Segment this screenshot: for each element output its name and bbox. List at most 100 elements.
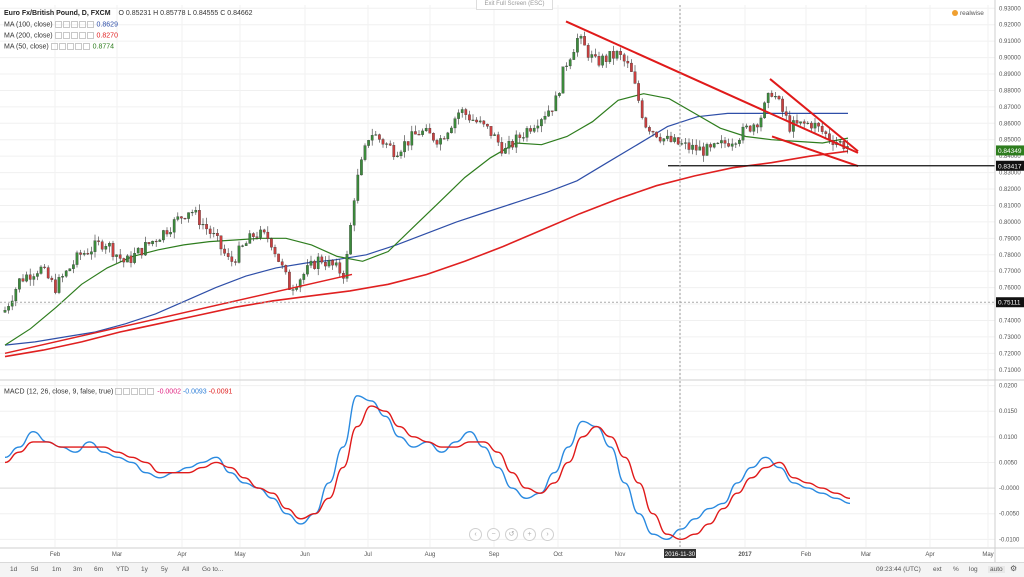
candle-body [327,259,331,267]
candle [212,227,216,238]
indicator-ma50[interactable]: MA (50, close) 0.8774 [4,42,114,51]
candle [385,142,388,149]
price-label: 0.83417 [998,163,1022,170]
auto-toggle[interactable]: auto [988,566,1005,573]
macd-legend[interactable]: MACD (12, 26, close, 9, false, true) -0.… [4,387,232,396]
candle [273,244,277,258]
candle-body [561,66,565,94]
candle [414,125,417,135]
candle [388,140,392,146]
candle-body [46,267,50,279]
candle [795,114,799,125]
candle-body [507,141,511,149]
range-6m[interactable]: 6m [94,566,104,573]
candle-body [673,137,676,142]
percent-toggle[interactable]: % [953,566,959,573]
range-3m[interactable]: 3m [73,566,83,573]
candle-body [108,243,111,247]
scroll-right-icon[interactable]: › [541,528,554,541]
candle [604,53,608,68]
log-toggle[interactable]: log [969,566,978,573]
range-1d[interactable]: 1d [10,566,18,573]
candle-body [777,96,781,100]
reset-icon[interactable]: ↺ [505,528,518,541]
candle-body [572,52,576,60]
candle-body [205,223,208,230]
scroll-left-icon[interactable]: ‹ [469,528,482,541]
candle-body [93,240,97,252]
settings-gear-icon[interactable]: ⚙ [1010,564,1018,573]
candle [716,142,720,145]
candle [363,143,367,162]
candle [489,126,493,139]
candle-body [619,51,622,55]
candle-body [306,265,309,275]
indicator-controls-icon[interactable] [50,42,91,51]
price-tick-label: 0.92000 [999,23,1021,29]
price-tick-label: 0.71000 [999,368,1021,374]
indicator-label: MA (200, close) [4,32,53,40]
candle-body [385,143,388,145]
candle [525,126,529,142]
ext-toggle[interactable]: ext [933,566,942,573]
candle [529,125,532,134]
candle-body [496,134,500,143]
range-5d[interactable]: 5d [31,566,39,573]
candle-body [712,143,716,148]
candle-body [334,262,338,266]
candle [687,138,691,154]
candle [270,237,273,251]
range-1y[interactable]: 1y [141,566,148,573]
candle [734,142,738,148]
candle-body [478,120,482,123]
zoom-out-icon[interactable]: − [487,528,500,541]
time-tick-label: Feb [50,552,61,558]
time-tick-label: Jul [364,552,372,558]
range-all[interactable]: All [182,566,190,573]
candle-body [457,112,460,119]
range-5y[interactable]: 5y [161,566,168,573]
candle-body [360,159,363,176]
candle [766,92,770,109]
exit-fullscreen-button[interactable]: Exit Full Screen (ESC) [476,0,553,10]
candle-body [43,266,46,268]
candle-body [90,251,93,255]
candle-body [799,121,802,124]
candle [194,206,198,215]
price-label-box [996,297,1024,308]
candle-body [518,134,522,138]
range-1m[interactable]: 1m [52,566,62,573]
indicator-controls-icon[interactable] [115,387,155,396]
candle-body [558,93,561,96]
range-ytd[interactable]: YTD [116,566,129,573]
candle-body [759,117,763,128]
candle-body [392,145,396,158]
zoom-in-icon[interactable]: + [523,528,536,541]
candle-body [151,240,154,245]
candle [169,227,172,238]
indicator-ma100[interactable]: MA (100, close) 0.8629 [4,20,118,29]
candle [738,138,741,147]
ma100-line [4,112,848,346]
candle [511,139,514,150]
indicator-controls-icon[interactable] [54,31,95,40]
candle-body [745,125,748,128]
candle-body [316,256,320,269]
candle [723,136,727,148]
candle-body [14,289,18,302]
candle-body [378,134,381,140]
candle-body [367,140,370,146]
candle [349,222,352,255]
indicator-ma200[interactable]: MA (200, close) 0.8270 [4,31,118,40]
candle-body [104,246,108,250]
goto-button[interactable]: Go to... [202,566,224,573]
indicator-controls-icon[interactable] [54,20,95,29]
candle [784,106,788,121]
candle-body [100,241,104,250]
time-tick-label: Mar [861,552,871,558]
candle-body [752,124,756,132]
candle [583,31,586,46]
candle [331,259,334,270]
macd-tick-label: -0.0100 [999,537,1020,543]
